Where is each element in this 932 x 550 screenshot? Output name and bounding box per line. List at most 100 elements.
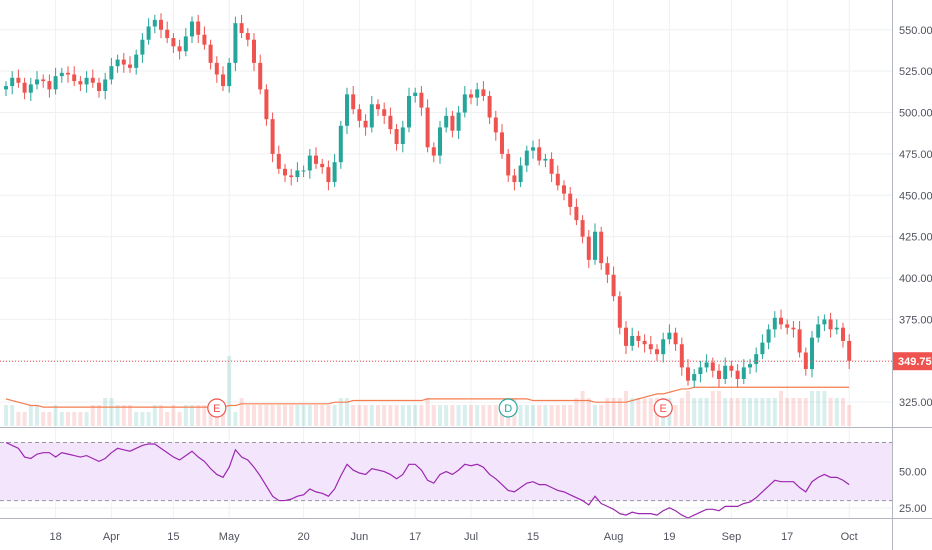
candle[interactable] xyxy=(710,357,715,378)
candle[interactable] xyxy=(611,266,616,302)
candle[interactable] xyxy=(407,87,411,133)
candle[interactable] xyxy=(363,114,368,136)
candle[interactable] xyxy=(431,142,436,163)
candle[interactable] xyxy=(270,112,275,163)
candle[interactable] xyxy=(382,102,387,125)
candle[interactable] xyxy=(425,99,430,153)
candle[interactable] xyxy=(462,86,467,118)
candle[interactable] xyxy=(140,33,145,63)
event-marker[interactable]: D xyxy=(498,398,518,418)
candle[interactable] xyxy=(729,360,734,378)
candle[interactable] xyxy=(500,124,504,159)
candle[interactable] xyxy=(593,223,597,265)
candle[interactable] xyxy=(506,148,511,183)
candle[interactable] xyxy=(183,28,188,57)
candle[interactable] xyxy=(72,66,77,87)
event-marker[interactable]: E xyxy=(653,398,673,418)
candle[interactable] xyxy=(196,14,201,44)
candle[interactable] xyxy=(779,309,783,330)
candle[interactable] xyxy=(351,86,356,115)
candle[interactable] xyxy=(692,369,697,388)
candle[interactable] xyxy=(667,324,672,345)
candle[interactable] xyxy=(400,120,405,153)
candle[interactable] xyxy=(345,87,349,135)
candle[interactable] xyxy=(847,334,852,370)
candle[interactable] xyxy=(624,321,628,355)
candle[interactable] xyxy=(208,39,213,70)
candle[interactable] xyxy=(735,364,740,388)
price-candles[interactable] xyxy=(4,13,852,388)
candle[interactable] xyxy=(822,314,827,332)
candle[interactable] xyxy=(78,76,83,92)
candle[interactable] xyxy=(599,226,604,270)
candle[interactable] xyxy=(41,74,46,88)
candle[interactable] xyxy=(834,319,839,335)
candle[interactable] xyxy=(214,56,219,83)
oscillator-pane[interactable] xyxy=(0,441,892,519)
candle[interactable] xyxy=(456,105,461,140)
candle[interactable] xyxy=(28,77,33,101)
candle[interactable] xyxy=(90,69,95,88)
candle[interactable] xyxy=(438,120,442,164)
candle[interactable] xyxy=(357,104,362,128)
candle[interactable] xyxy=(797,321,802,358)
candle[interactable] xyxy=(121,52,126,73)
candle[interactable] xyxy=(698,360,703,383)
candle[interactable] xyxy=(159,13,163,39)
candle[interactable] xyxy=(190,16,194,44)
candle[interactable] xyxy=(134,49,139,75)
candle[interactable] xyxy=(481,81,486,101)
candle[interactable] xyxy=(679,337,684,376)
candle[interactable] xyxy=(152,14,157,34)
candle[interactable] xyxy=(754,347,759,373)
candle[interactable] xyxy=(630,327,635,351)
candle[interactable] xyxy=(450,110,455,138)
candle[interactable] xyxy=(66,66,70,83)
candle[interactable] xyxy=(816,316,821,343)
candle[interactable] xyxy=(531,140,535,159)
price-axis[interactable]: 550.00 525.00 500.00 475.00 450.00 425.00 400.… xyxy=(899,25,932,409)
candle[interactable] xyxy=(388,107,393,135)
candle[interactable] xyxy=(115,54,120,73)
candle[interactable] xyxy=(146,18,151,45)
candle[interactable] xyxy=(233,16,238,72)
candle[interactable] xyxy=(320,158,325,174)
candle[interactable] xyxy=(97,77,101,98)
oscillator-axis[interactable]: 50.00 25.00 xyxy=(899,467,927,515)
candle[interactable] xyxy=(283,163,287,183)
candle[interactable] xyxy=(22,77,27,100)
candle[interactable] xyxy=(128,56,132,73)
candle[interactable] xyxy=(84,71,89,93)
candle[interactable] xyxy=(4,81,8,96)
candle[interactable] xyxy=(109,57,114,85)
candle[interactable] xyxy=(766,324,771,350)
candle[interactable] xyxy=(549,152,554,183)
candle[interactable] xyxy=(245,28,250,47)
candle[interactable] xyxy=(673,327,678,351)
candle[interactable] xyxy=(785,319,790,335)
candle[interactable] xyxy=(264,84,269,126)
candle[interactable] xyxy=(617,291,622,335)
candle[interactable] xyxy=(605,256,610,284)
candle[interactable] xyxy=(376,99,380,116)
candle[interactable] xyxy=(202,26,207,50)
candle[interactable] xyxy=(841,322,845,348)
candle[interactable] xyxy=(221,66,225,92)
candle[interactable] xyxy=(444,107,449,133)
candle[interactable] xyxy=(295,162,300,183)
candle[interactable] xyxy=(760,334,765,360)
candle[interactable] xyxy=(165,21,170,44)
candle[interactable] xyxy=(475,82,480,106)
candle[interactable] xyxy=(227,57,232,93)
candle[interactable] xyxy=(47,74,52,98)
candle[interactable] xyxy=(487,91,492,125)
candle[interactable] xyxy=(314,147,318,169)
candle[interactable] xyxy=(338,120,343,169)
candle[interactable] xyxy=(828,312,833,338)
candle[interactable] xyxy=(803,347,808,376)
candle[interactable] xyxy=(289,168,294,186)
candle[interactable] xyxy=(648,335,653,355)
candle[interactable] xyxy=(555,165,560,191)
candle[interactable] xyxy=(35,71,39,90)
